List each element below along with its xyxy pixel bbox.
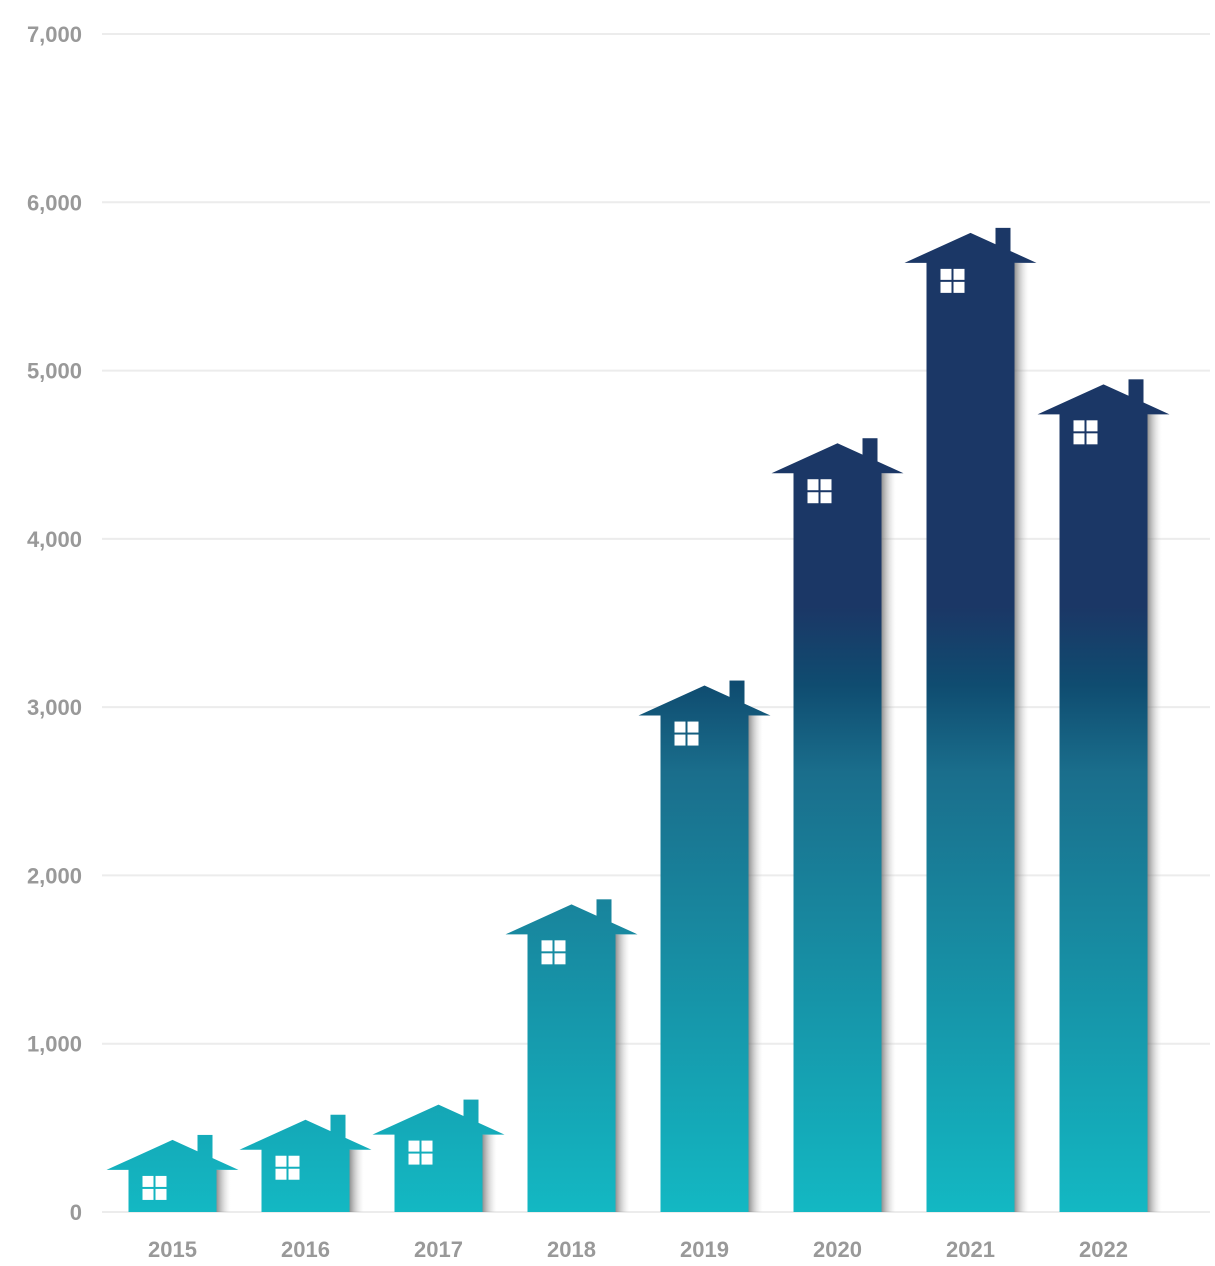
x-tick-label: 2021 xyxy=(946,1237,995,1262)
bar xyxy=(638,680,771,1212)
bars xyxy=(106,227,1170,1213)
bar xyxy=(106,1134,239,1212)
y-tick-label: 3,000 xyxy=(27,695,82,720)
bar-house xyxy=(372,1104,505,1212)
x-tick-label: 2019 xyxy=(680,1237,729,1262)
bar-house xyxy=(239,1119,372,1212)
bar-chimney xyxy=(1128,379,1144,404)
y-tick-label: 0 xyxy=(70,1200,82,1225)
y-tick-label: 7,000 xyxy=(27,22,82,47)
x-tick-label: 2016 xyxy=(281,1237,330,1262)
x-tick-label: 2015 xyxy=(148,1237,197,1262)
x-tick-label: 2022 xyxy=(1079,1237,1128,1262)
y-tick-label: 4,000 xyxy=(27,527,82,552)
window-icon xyxy=(807,479,832,504)
y-tick-label: 2,000 xyxy=(27,863,82,888)
bar-chimney xyxy=(729,680,745,705)
bar-house xyxy=(904,232,1037,1212)
bar-shadow xyxy=(482,1134,497,1212)
x-tick-label: 2017 xyxy=(414,1237,463,1262)
x-axis: 2015 2016 2017 2018 2019 2020 2021 2022 xyxy=(148,1237,1128,1262)
window-icon xyxy=(1073,420,1098,445)
bar xyxy=(904,227,1037,1213)
bar-chimney xyxy=(596,899,612,924)
window-icon xyxy=(142,1175,167,1200)
window-icon xyxy=(408,1140,433,1165)
x-tick-label: 2018 xyxy=(547,1237,596,1262)
bar xyxy=(372,1099,505,1212)
bar-shadow xyxy=(1014,262,1029,1213)
bar-shadow xyxy=(748,715,763,1212)
window-icon xyxy=(275,1155,300,1180)
bar-chimney xyxy=(995,227,1011,252)
bar-house xyxy=(1037,384,1170,1213)
bar-chimney xyxy=(862,438,878,463)
bar-shadow xyxy=(615,934,630,1212)
bar xyxy=(1037,379,1170,1213)
bar-chimney xyxy=(330,1114,346,1139)
bar xyxy=(505,899,638,1212)
bar-house xyxy=(771,443,904,1212)
window-icon xyxy=(940,268,965,293)
y-tick-label: 5,000 xyxy=(27,359,82,384)
bar-chimney xyxy=(463,1099,479,1124)
window-icon xyxy=(541,940,566,965)
x-tick-label: 2020 xyxy=(813,1237,862,1262)
y-tick-label: 1,000 xyxy=(27,1032,82,1057)
bar xyxy=(771,438,904,1212)
bar-shadow xyxy=(881,473,896,1212)
y-axis: 0 1,000 2,000 3,000 4,000 5,000 6,000 7,000 xyxy=(27,22,82,1225)
bar-chimney xyxy=(197,1134,213,1159)
bar-shadow xyxy=(1147,414,1162,1213)
y-tick-label: 6,000 xyxy=(27,190,82,215)
gridlines xyxy=(102,33,1210,1213)
bar-house xyxy=(638,685,771,1212)
bar-shadow xyxy=(349,1149,364,1212)
window-icon xyxy=(674,721,699,746)
bar xyxy=(239,1114,372,1212)
bar-house xyxy=(505,904,638,1212)
bar-house xyxy=(106,1139,239,1212)
bar-shadow xyxy=(216,1169,231,1212)
